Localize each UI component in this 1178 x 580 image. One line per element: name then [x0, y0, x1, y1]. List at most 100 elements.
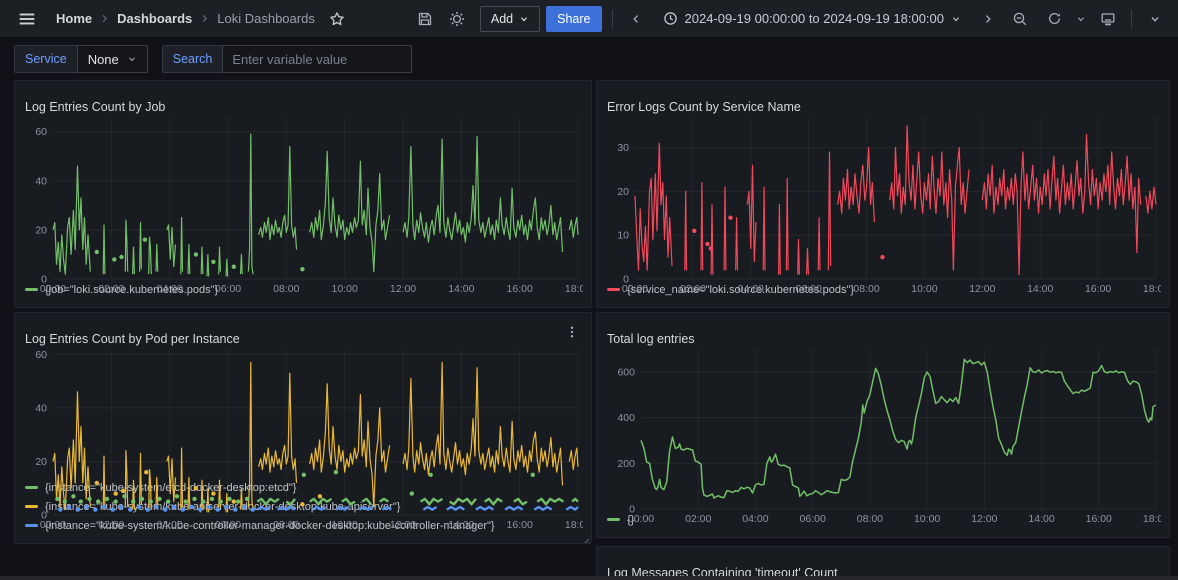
chevron-down-icon — [951, 14, 961, 24]
panel-total-log-entries: Total log entries 00:0002:0004:0006:0008… — [596, 312, 1170, 538]
panel-header[interactable]: Log Entries Count by Pod per Instance — [23, 321, 583, 343]
svg-text:40: 40 — [35, 402, 47, 414]
svg-text:12:00: 12:00 — [390, 519, 416, 531]
svg-text:60: 60 — [35, 349, 47, 361]
time-range-back-icon[interactable] — [623, 6, 649, 32]
svg-text:14:00: 14:00 — [448, 283, 474, 295]
svg-text:06:00: 06:00 — [215, 519, 241, 531]
panel-header[interactable]: Total log entries — [605, 321, 1161, 343]
chevron-right-icon — [99, 13, 110, 24]
panel-log-messages-timeout: Log Messages Containing 'timeout' Count — [596, 546, 1170, 580]
svg-text:02:00: 02:00 — [685, 513, 711, 525]
svg-text:20: 20 — [617, 186, 629, 198]
refresh-icon[interactable] — [1041, 6, 1067, 32]
panel-menu-icon[interactable] — [559, 319, 585, 345]
divider — [1131, 10, 1132, 28]
star-icon[interactable] — [324, 6, 350, 32]
svg-text:08:00: 08:00 — [853, 283, 879, 295]
svg-text:0: 0 — [629, 504, 635, 516]
svg-text:40: 40 — [35, 175, 47, 187]
add-button[interactable]: Add — [480, 6, 540, 32]
variable-service-dropdown[interactable]: None — [77, 45, 148, 73]
svg-text:06:00: 06:00 — [800, 513, 826, 525]
svg-text:600: 600 — [617, 366, 635, 378]
top-navigation-bar: Home Dashboards Loki Dashboards — [0, 0, 1178, 38]
breadcrumb-current: Loki Dashboards — [217, 11, 315, 26]
time-range-text: 2024-09-19 00:00:00 to 2024-09-19 18:00:… — [685, 11, 945, 26]
svg-text:14:00: 14:00 — [1028, 513, 1054, 525]
svg-text:02:00: 02:00 — [680, 283, 706, 295]
time-series-chart[interactable]: 00:0002:0004:0006:0008:0010:0012:0014:00… — [23, 343, 583, 474]
panel-log-entries-by-job: Log Entries Count by Job 00:0002:0004:00… — [14, 80, 592, 308]
svg-text:04:00: 04:00 — [742, 513, 768, 525]
dashboard-settings-icon[interactable] — [444, 6, 470, 32]
svg-text:08:00: 08:00 — [857, 513, 883, 525]
variable-search-label: Search — [162, 45, 223, 73]
divider — [612, 10, 613, 28]
svg-text:02:00: 02:00 — [98, 283, 124, 295]
svg-text:200: 200 — [617, 458, 635, 470]
share-button[interactable]: Share — [546, 6, 601, 32]
clock-icon — [663, 11, 678, 26]
svg-text:06:00: 06:00 — [796, 283, 822, 295]
time-range-picker[interactable]: 2024-09-19 00:00:00 to 2024-09-19 18:00:… — [655, 6, 970, 32]
svg-text:04:00: 04:00 — [738, 283, 764, 295]
variable-search-input[interactable] — [222, 45, 412, 73]
time-range-forward-icon[interactable] — [975, 6, 1001, 32]
svg-text:08:00: 08:00 — [273, 519, 299, 531]
svg-text:14:00: 14:00 — [448, 519, 474, 531]
svg-text:08:00: 08:00 — [273, 283, 299, 295]
refresh-interval-chevron-icon[interactable] — [1073, 6, 1089, 32]
breadcrumb-home[interactable]: Home — [56, 11, 92, 26]
kiosk-mode-icon[interactable] — [1095, 6, 1121, 32]
svg-text:18:00: 18:00 — [565, 519, 583, 531]
panel-header[interactable]: Log Entries Count by Job — [23, 89, 583, 111]
panel-header[interactable]: Log Messages Containing 'timeout' Count — [605, 555, 1161, 577]
zoom-out-icon[interactable] — [1007, 6, 1033, 32]
svg-text:18:00: 18:00 — [1143, 283, 1161, 295]
svg-text:10:00: 10:00 — [914, 513, 940, 525]
svg-text:16:00: 16:00 — [507, 519, 533, 531]
time-series-chart[interactable]: 00:0002:0004:0006:0008:0010:0012:0014:00… — [23, 111, 583, 276]
svg-text:10: 10 — [617, 230, 629, 242]
svg-text:16:00: 16:00 — [507, 283, 533, 295]
chevron-down-icon — [519, 14, 529, 24]
breadcrumb-dashboards[interactable]: Dashboards — [117, 11, 192, 26]
chevron-right-icon — [199, 13, 210, 24]
panel-header[interactable]: Error Logs Count by Service Name — [605, 89, 1161, 111]
save-dashboard-icon[interactable] — [412, 6, 438, 32]
svg-text:18:00: 18:00 — [565, 283, 583, 295]
svg-text:0: 0 — [41, 274, 47, 286]
svg-text:12:00: 12:00 — [390, 283, 416, 295]
collapse-topbar-chevron-icon[interactable] — [1142, 6, 1168, 32]
svg-text:10:00: 10:00 — [332, 519, 358, 531]
chevron-down-icon — [127, 54, 137, 64]
variable-service-value: None — [88, 52, 119, 67]
svg-text:04:00: 04:00 — [157, 519, 183, 531]
variables-bar: Service None Search — [0, 39, 1178, 79]
svg-text:20: 20 — [35, 224, 47, 236]
svg-text:12:00: 12:00 — [969, 283, 995, 295]
add-button-label: Add — [491, 12, 513, 26]
panel-resize-handle[interactable] — [581, 533, 590, 542]
svg-text:16:00: 16:00 — [1086, 513, 1112, 525]
panel-error-logs-by-service: Error Logs Count by Service Name 00:0002… — [596, 80, 1170, 308]
svg-text:16:00: 16:00 — [1085, 283, 1111, 295]
svg-text:10:00: 10:00 — [332, 283, 358, 295]
svg-text:60: 60 — [35, 126, 47, 138]
time-series-chart[interactable]: 00:0002:0004:0006:0008:0010:0012:0014:00… — [605, 343, 1161, 506]
svg-text:0: 0 — [623, 274, 629, 286]
svg-text:30: 30 — [617, 142, 629, 154]
svg-text:12:00: 12:00 — [971, 513, 997, 525]
svg-text:14:00: 14:00 — [1027, 283, 1053, 295]
svg-text:10:00: 10:00 — [911, 283, 937, 295]
time-series-chart[interactable]: 00:0002:0004:0006:0008:0010:0012:0014:00… — [605, 111, 1161, 276]
menu-icon[interactable] — [14, 6, 40, 32]
svg-text:20: 20 — [35, 456, 47, 468]
panel-log-entries-by-pod: Log Entries Count by Pod per Instance 00… — [14, 312, 592, 544]
svg-text:0: 0 — [41, 510, 47, 522]
svg-text:06:00: 06:00 — [215, 283, 241, 295]
window-edge — [0, 576, 1178, 580]
svg-text:400: 400 — [617, 412, 635, 424]
share-button-label: Share — [557, 12, 590, 26]
